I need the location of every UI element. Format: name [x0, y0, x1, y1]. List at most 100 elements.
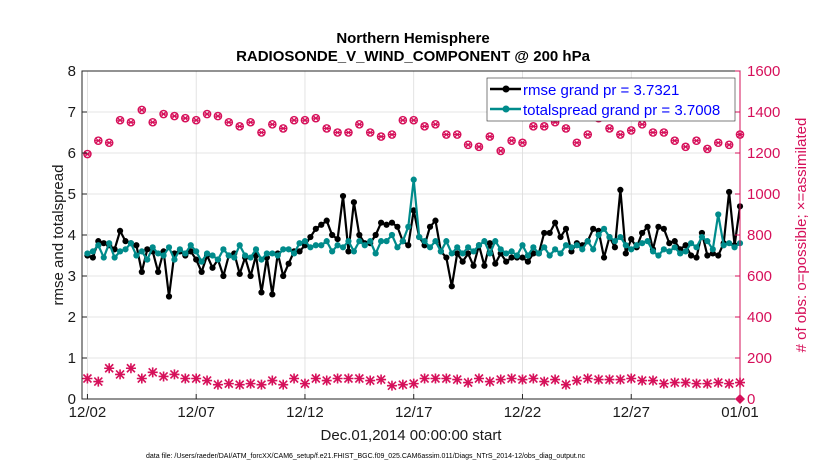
spread-series-point	[144, 256, 151, 263]
obs-possible-star	[431, 120, 440, 128]
y2-tick-label: 200	[747, 350, 772, 367]
spread-series-point	[89, 248, 96, 255]
obs-assimilated-marker	[125, 363, 136, 374]
obs-assimilated-marker	[604, 374, 615, 385]
obs-possible-star	[681, 143, 690, 151]
spread-series-point	[475, 242, 483, 249]
obs-possible-star	[159, 110, 168, 118]
rmse-series-point	[715, 252, 722, 259]
rmse-series-point	[470, 262, 477, 269]
obs-possible-star	[638, 120, 647, 128]
rmse-series-point	[258, 289, 265, 296]
spread-series-point	[383, 238, 390, 245]
rmse-series-point	[617, 186, 624, 193]
spread-series-point	[155, 250, 162, 257]
obs-possible-star	[83, 150, 92, 158]
obs-possible-star	[94, 137, 103, 145]
spread-series-point	[481, 238, 488, 245]
spread-series-point	[220, 246, 227, 253]
obs-assimilated-marker	[278, 379, 289, 390]
y2-tick-label: 1600	[747, 63, 780, 80]
obs-possible-star	[464, 141, 473, 149]
spread-series-point	[187, 242, 194, 249]
obs-possible-star	[572, 139, 581, 147]
y2-tick-label: 800	[747, 227, 772, 244]
spread-series-point	[242, 252, 249, 259]
rmse-series-point	[280, 272, 287, 280]
obs-possible-star	[203, 110, 212, 118]
obs-assimilated-marker	[582, 373, 593, 384]
obs-possible-star	[311, 114, 320, 122]
obs-assimilated-marker	[343, 373, 354, 384]
footer-data-file: data file: /Users/raeder/DAI/ATM_forcXX/…	[146, 453, 586, 460]
obs-assimilated-marker	[82, 373, 93, 384]
spread-series-point	[416, 233, 423, 241]
rmse-series-point	[508, 254, 515, 261]
spread-series-point	[617, 233, 624, 241]
x-tick-label: 12/27	[612, 404, 650, 421]
obs-assimilated-marker	[376, 374, 387, 385]
rmse-series-point	[693, 254, 700, 261]
obs-assimilated-marker	[256, 379, 267, 390]
obs-possible-star	[605, 124, 614, 132]
y-tick-label: 2	[68, 309, 76, 326]
spread-series-point	[541, 244, 548, 251]
spread-series-point	[486, 250, 493, 257]
rmse-series-point	[236, 270, 243, 278]
spread-series-point	[122, 246, 129, 253]
obs-assimilated-marker	[626, 373, 637, 384]
obs-assimilated-marker	[245, 378, 256, 389]
rmse-series-point	[546, 229, 553, 237]
obs-assimilated-marker	[658, 378, 669, 389]
obs-possible-star	[105, 139, 114, 147]
rmse-series-point	[687, 252, 695, 259]
obs-possible-star	[648, 129, 657, 136]
spread-series-point	[426, 244, 434, 251]
rmse-series-point	[448, 283, 455, 290]
obs-possible-star	[398, 116, 407, 124]
obs-assimilated-marker	[212, 379, 223, 390]
obs-possible-star	[126, 118, 135, 126]
obs-possible-star	[485, 133, 494, 141]
spread-series-point	[497, 246, 504, 253]
spread-series-point	[290, 250, 298, 257]
y-axis-label: rmse and totalspread	[50, 165, 67, 306]
spread-series-point	[432, 238, 439, 245]
spread-series-point	[307, 244, 314, 251]
x-tick-label: 12/02	[69, 404, 107, 421]
rmse-series-point	[220, 272, 227, 280]
obs-assimilated-marker	[147, 367, 158, 378]
rmse-series-point	[247, 272, 254, 280]
obs-possible-star	[420, 122, 429, 130]
obs-assimilated-marker	[669, 377, 680, 388]
rmse-series-point	[100, 240, 107, 247]
spread-series-point	[399, 238, 406, 245]
rmse-series-point	[600, 254, 608, 261]
obs-assimilated-marker	[386, 380, 397, 391]
rmse-series-point	[144, 246, 151, 253]
legend-spread-marker	[502, 105, 510, 113]
spread-series-point	[372, 250, 379, 257]
obs-possible-star	[496, 147, 505, 155]
spread-series-point	[138, 248, 145, 255]
obs-assimilated-marker	[517, 374, 528, 385]
spread-series-point	[203, 250, 211, 257]
rmse-series-point	[198, 268, 205, 275]
spread-series-point	[231, 254, 238, 261]
legend-spread-label: totalspread grand pr = 3.7008	[523, 102, 720, 119]
y-tick-label: 8	[68, 63, 76, 80]
obs-assimilated-marker	[691, 378, 702, 389]
spread-series-point	[693, 244, 700, 251]
obs-assimilated-marker	[354, 373, 365, 384]
spread-series-point	[182, 250, 189, 257]
spread-series-point	[263, 250, 270, 257]
rmse-series	[84, 186, 744, 300]
spread-series-point	[209, 252, 216, 259]
spread-series-point	[470, 248, 477, 255]
rmse-series-point	[405, 242, 412, 249]
obs-assimilated-marker	[528, 373, 539, 384]
chart-title: Northern Hemisphere	[336, 30, 489, 47]
legend: rmse grand pr = 3.7321 totalspread grand…	[486, 77, 736, 122]
spread-series-point	[579, 246, 586, 253]
legend-box	[486, 77, 736, 122]
